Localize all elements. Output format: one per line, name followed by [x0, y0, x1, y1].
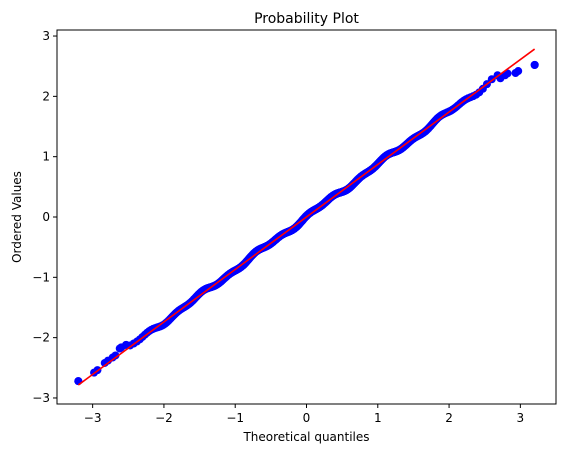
x-tick-label: 3	[517, 411, 525, 425]
y-tick-label: −2	[32, 331, 50, 345]
data-point	[514, 67, 523, 76]
x-axis-label: Theoretical quantiles	[242, 430, 369, 444]
data-point	[74, 377, 83, 386]
y-tick-label: 3	[42, 29, 50, 43]
chart-title: Probability Plot	[254, 11, 359, 27]
y-axis-ticks: −3 −2 −1 0 1 2 3	[32, 29, 57, 405]
x-tick-label: −2	[155, 411, 173, 425]
data-point	[122, 340, 131, 349]
y-tick-label: 2	[42, 89, 50, 103]
y-tick-label: 0	[42, 210, 50, 224]
x-tick-label: −1	[226, 411, 244, 425]
x-tick-label: 2	[445, 411, 453, 425]
fit-line	[77, 48, 536, 386]
data-point	[108, 353, 117, 362]
y-tick-label: −1	[32, 270, 50, 284]
x-axis-ticks: −3 −2 −1 0 1 2 3	[84, 404, 524, 425]
fit-line-layer	[77, 48, 536, 386]
y-axis-label: Ordered Values	[10, 171, 24, 263]
x-tick-label: 1	[374, 411, 382, 425]
y-tick-label: 1	[42, 150, 50, 164]
y-tick-label: −3	[32, 391, 50, 405]
data-point	[115, 344, 124, 353]
x-tick-label: 0	[303, 411, 311, 425]
x-tick-label: −3	[84, 411, 102, 425]
data-point	[530, 60, 539, 69]
